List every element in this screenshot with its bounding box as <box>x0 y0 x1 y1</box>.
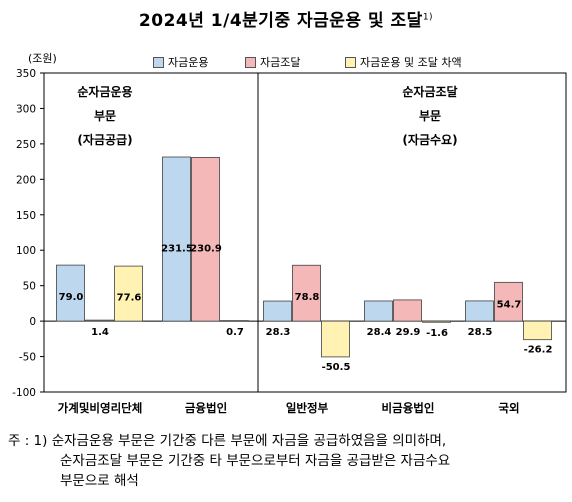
data-label: 1.4 <box>91 327 109 338</box>
footnote: 주 : 1) 순자금운용 부문은 기간중 다른 부문에 자금을 공급하였음을 의… <box>8 432 446 450</box>
data-label: -1.6 <box>426 328 448 339</box>
left-panel-label-line: (자금공급) <box>77 133 133 147</box>
legend-label-조달: 자금조달 <box>260 56 301 69</box>
bar <box>494 281 523 322</box>
category-label: 국외 <box>498 401 519 415</box>
y-tick-label: 350 <box>16 68 36 80</box>
data-label: 231.5 <box>161 243 193 254</box>
legend-label-운용: 자금운용 <box>168 56 209 69</box>
data-label: 29.9 <box>396 327 421 338</box>
data-label: 28.5 <box>468 327 493 338</box>
bar <box>220 320 249 322</box>
data-label: 54.7 <box>497 300 522 311</box>
bar <box>393 299 422 322</box>
footnote-line: 순자금운용 부문은 기간중 다른 부문에 자금을 공급하였음을 의미하며, <box>51 433 447 449</box>
footnote-line-3: 부문으로 해석 <box>60 473 139 489</box>
legend-swatch-운용 <box>153 56 164 68</box>
footnote-prefix: 주 : 1) <box>8 433 48 449</box>
data-label: 77.6 <box>117 292 142 303</box>
y-tick-label: 250 <box>16 139 36 151</box>
data-label: 78.8 <box>295 292 320 303</box>
bar <box>523 320 552 341</box>
category-label: 일반정부 <box>286 401 329 415</box>
unit-label: (조원) <box>28 52 57 65</box>
y-tick-label: -100 <box>12 387 36 399</box>
category-label: 비금융법인 <box>382 401 435 415</box>
left-panel-label-line: 순자금운용 <box>77 85 133 99</box>
data-label: -26.2 <box>524 345 553 356</box>
y-tick-label: -50 <box>19 352 36 364</box>
bar <box>56 264 85 322</box>
y-tick-label: 0 <box>29 316 36 328</box>
y-tick-label: 50 <box>23 281 36 293</box>
bar <box>465 300 494 322</box>
bar <box>422 320 451 323</box>
left-panel-label: 순자금운용 부문 (자금공급) <box>60 80 150 152</box>
data-label: 0.7 <box>226 327 244 338</box>
y-tick-label: 200 <box>16 174 36 186</box>
right-panel-label-line: (자금수요) <box>402 133 458 147</box>
data-label: 230.9 <box>190 243 222 254</box>
right-panel-label: 순자금조달 부문 (자금수요) <box>380 80 480 152</box>
chart-title: 2024년 1/4분기중 자금운용 및 조달1) <box>138 11 434 31</box>
y-tick-label: 150 <box>16 210 36 222</box>
bar <box>85 319 114 322</box>
y-tick-label: 100 <box>16 245 36 257</box>
legend-label-차액: 자금운용 및 조달 차액 <box>360 56 462 69</box>
legend-item-운용: 자금운용 <box>153 54 208 70</box>
bar <box>162 156 191 322</box>
y-tick-label: 300 <box>16 103 36 115</box>
legend-swatch-조달 <box>245 56 256 68</box>
bar <box>292 264 321 322</box>
chart: 350 300 250 200 150 100 50 0 -50 -100 79.0 1.4 77.6 가… <box>12 68 567 415</box>
data-label: 79.0 <box>59 292 84 303</box>
data-label: -50.5 <box>322 362 351 373</box>
plot-frame <box>43 72 567 393</box>
category-label: 금융법인 <box>185 401 227 415</box>
legend-item-조달: 자금조달 <box>245 54 300 70</box>
legend-swatch-차액 <box>345 56 356 68</box>
left-panel-label-line: 부문 <box>93 109 117 123</box>
right-panel-label-line: 순자금조달 <box>402 85 458 99</box>
bar <box>364 300 393 322</box>
right-panel-label-line: 부문 <box>418 109 442 123</box>
title-note-mark: 1) <box>422 12 434 23</box>
bar <box>191 157 220 322</box>
bar <box>321 320 350 358</box>
data-label: 28.3 <box>266 327 291 338</box>
bar <box>114 265 143 322</box>
legend-item-차액: 자금운용 및 조달 차액 <box>345 54 462 70</box>
category-label: 가계및비영리단체 <box>58 401 143 415</box>
footnote-line-2: 순자금조달 부문은 기간중 타 부문으로부터 자금을 공급받은 자금수요 <box>60 453 451 469</box>
bar <box>263 300 292 322</box>
data-label: 28.4 <box>367 327 392 338</box>
